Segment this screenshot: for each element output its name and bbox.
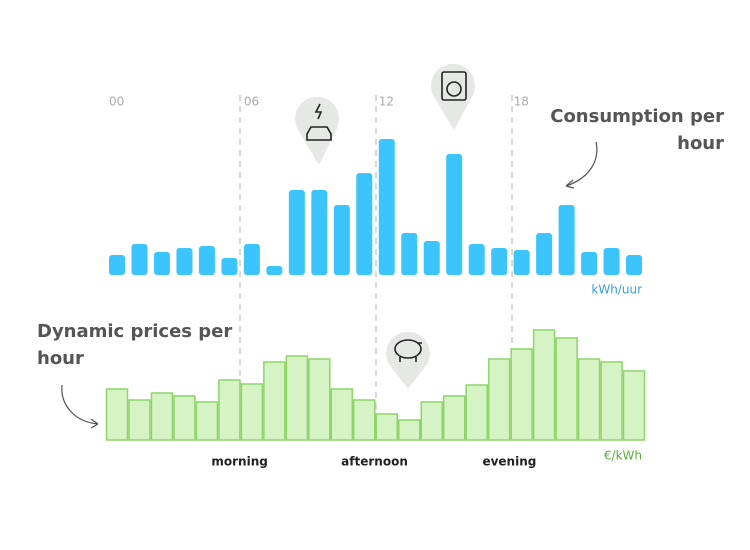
bar [510, 348, 533, 441]
bar [221, 258, 238, 275]
x-tick-label: 06 [244, 95, 259, 109]
bar [442, 395, 466, 441]
bar [288, 190, 305, 275]
bar [153, 252, 170, 275]
piggy-bank-icon [386, 331, 431, 389]
bar [353, 399, 376, 441]
bar [600, 361, 623, 441]
bar [378, 139, 395, 275]
car-icon [295, 96, 339, 165]
bar [176, 248, 193, 275]
bar [558, 205, 575, 275]
x-tick-label: 00 [109, 95, 124, 109]
bar [131, 244, 148, 275]
bar [356, 173, 373, 275]
bar [263, 361, 286, 441]
period-label: afternoon [341, 455, 408, 469]
x-tick-label: 18 [514, 95, 529, 109]
bar [285, 355, 309, 441]
bar [308, 358, 331, 441]
bar [487, 358, 511, 441]
bar [195, 401, 219, 441]
bar [397, 419, 421, 441]
bar [105, 388, 129, 441]
unit-label: kWh/uur [591, 283, 642, 297]
period-label: evening [482, 455, 536, 469]
bar [603, 248, 620, 275]
bar [173, 395, 196, 441]
bar [622, 370, 646, 441]
bar [333, 205, 350, 275]
bar [577, 358, 601, 441]
chart-title: Consumption per hour [550, 106, 724, 154]
bar [375, 413, 399, 441]
bar [150, 392, 174, 441]
bar [581, 252, 598, 275]
bar [468, 244, 485, 275]
bar [513, 250, 530, 275]
bar [446, 154, 463, 275]
bar [240, 383, 264, 441]
bar [420, 401, 443, 441]
bar [423, 241, 440, 275]
bar [218, 379, 241, 441]
bar [536, 233, 553, 275]
bar [532, 329, 556, 441]
bar [243, 244, 260, 275]
bar [465, 384, 488, 441]
arrow [61, 384, 99, 429]
bar [555, 337, 578, 441]
bar [401, 233, 418, 275]
bar [266, 266, 283, 275]
bar [198, 246, 215, 275]
bar [626, 255, 643, 275]
bar [330, 388, 354, 441]
x-tick-label: 12 [379, 95, 394, 109]
unit-label: €/kWh [604, 449, 642, 463]
bar [491, 248, 508, 275]
bar [128, 399, 151, 441]
chart-title: Dynamic prices per hour [37, 321, 233, 369]
bar [311, 190, 328, 275]
arrow [565, 141, 598, 189]
washing-machine-icon [431, 63, 475, 131]
bar [109, 255, 125, 275]
period-label: morning [211, 455, 267, 469]
